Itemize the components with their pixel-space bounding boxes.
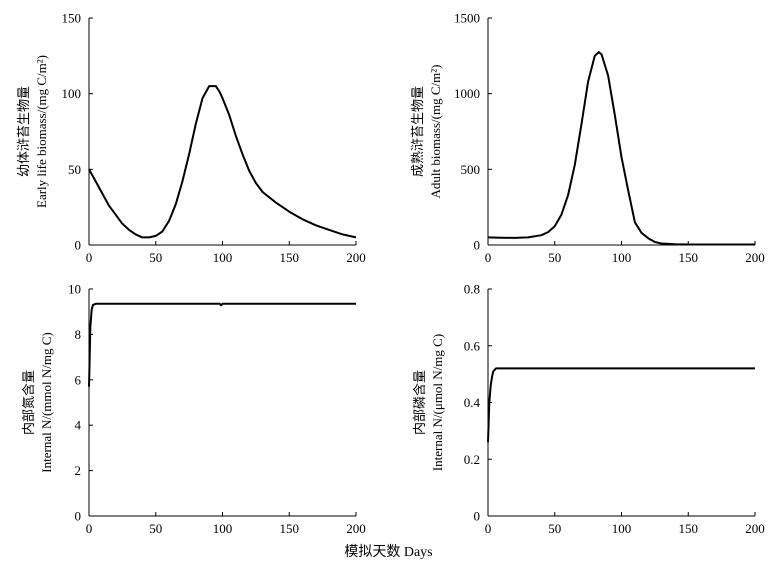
series-line-1	[487, 51, 755, 246]
series-line-1	[88, 85, 357, 239]
x-tick-label: 50	[149, 250, 162, 265]
x-tick-label: 50	[548, 250, 561, 265]
x-tick-label: 200	[346, 250, 366, 265]
x-tick-label: 50	[149, 521, 162, 536]
y-tick-label: 0.2	[464, 452, 480, 467]
y-axis-label-en: Internal N/(μmol N/mg C)	[430, 334, 445, 471]
chart-panel-1: 0 50 100 150 200 0 50 100 150 幼体浒苔生物量 Early life b…	[16, 11, 366, 266]
x-tick-label: 200	[745, 250, 765, 265]
chart-panel-3: 0 50 100 150 200 0 2 4 6 8 10 内部氮含量 Internal N/(mmol…	[21, 282, 366, 537]
y-tick-label: 50	[68, 162, 81, 177]
x-tick-label: 150	[280, 521, 300, 536]
y-tick-label: 150	[62, 11, 82, 26]
y-tick-label: 4	[75, 418, 82, 433]
y-tick-label: 0	[75, 238, 82, 253]
y-tick-label: 0.6	[464, 338, 481, 353]
chart-panel-2: 0 50 100 150 200 0 500 1000 1500 成熟浒苔生物量 Adult bio…	[410, 11, 765, 266]
y-axis-label-en: Internal N/(mmol N/mg C)	[39, 332, 54, 472]
y-tick-label: 2	[75, 463, 82, 478]
y-axis-label-cn: 幼体浒苔生物量	[16, 86, 31, 177]
x-tick-label: 150	[679, 250, 699, 265]
series-line-1	[487, 367, 755, 443]
x-tick-label: 0	[86, 521, 93, 536]
x-tick-label: 200	[346, 521, 366, 536]
y-tick-label: 1000	[454, 86, 480, 101]
x-tick-label: 100	[612, 521, 632, 536]
y-tick-label: 500	[461, 162, 481, 177]
shared-x-axis-label: 模拟天数 Days	[344, 545, 433, 560]
y-axis-label-en: Early life biomass/(mg C/m²)	[34, 55, 49, 208]
x-tick-label: 0	[86, 250, 93, 265]
x-tick-label: 200	[745, 521, 765, 536]
y-tick-label: 0	[474, 238, 481, 253]
y-tick-label: 0.4	[464, 395, 481, 410]
x-tick-label: 0	[485, 521, 492, 536]
y-axis-label-cn: 内部氮含量	[21, 370, 36, 435]
y-axis-label-cn: 内部磷含量	[412, 370, 427, 435]
x-tick-label: 100	[213, 250, 233, 265]
y-tick-label: 0.8	[464, 282, 480, 297]
x-tick-label: 100	[612, 250, 632, 265]
x-tick-label: 150	[679, 521, 699, 536]
y-tick-label: 100	[62, 86, 82, 101]
y-tick-label: 0	[75, 509, 82, 524]
y-tick-label: 6	[75, 372, 82, 387]
y-tick-label: 10	[68, 282, 81, 297]
chart-panel-4: 0 50 100 150 200 0 0.2 0.4 0.6 0.8 内部磷含量 Internal N…	[412, 282, 765, 537]
x-tick-label: 150	[280, 250, 300, 265]
y-axis-label-cn: 成熟浒苔生物量	[410, 86, 425, 177]
y-tick-label: 1500	[454, 11, 480, 26]
series-line-1	[88, 302, 356, 387]
y-tick-label: 0	[474, 509, 481, 524]
y-tick-label: 8	[75, 327, 82, 342]
x-tick-label: 100	[213, 521, 233, 536]
x-tick-label: 0	[485, 250, 492, 265]
x-tick-label: 50	[548, 521, 561, 536]
y-axis-label-en: Adult biomass/(mg C/m²)	[428, 65, 443, 199]
